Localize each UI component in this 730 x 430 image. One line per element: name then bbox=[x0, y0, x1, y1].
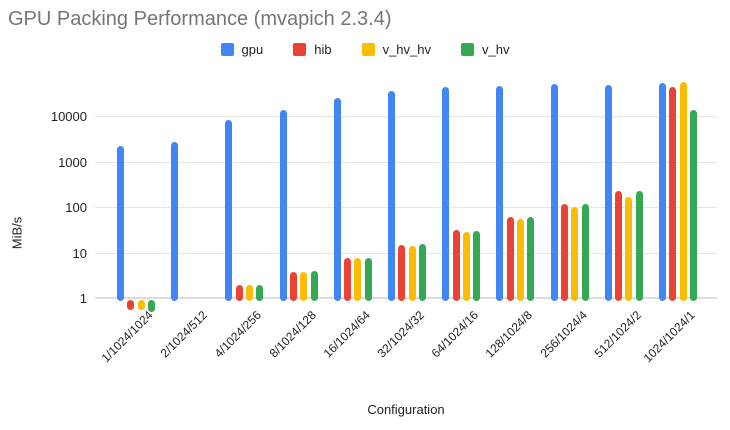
x-axis-title: Configuration bbox=[367, 402, 445, 417]
gridline bbox=[95, 252, 717, 254]
bar-v_hv-128-1024-8[interactable] bbox=[527, 217, 535, 301]
legend: gpu hib v_hv_hv v_hv bbox=[0, 42, 730, 57]
bar-v_hv-1024-1024-1[interactable] bbox=[689, 110, 697, 301]
legend-item-hib[interactable]: hib bbox=[293, 42, 332, 57]
bar-v_hv_hv-1024-1024-1[interactable] bbox=[679, 81, 687, 301]
legend-label: v_hv bbox=[482, 42, 510, 57]
legend-label: hib bbox=[314, 42, 332, 57]
gridline bbox=[95, 207, 717, 209]
legend-item-gpu[interactable]: gpu bbox=[220, 42, 264, 57]
bar-v_hv-512-1024-2[interactable] bbox=[635, 191, 643, 301]
gridline bbox=[95, 116, 717, 118]
bar-hib-256-1024-4[interactable] bbox=[560, 203, 568, 301]
bar-gpu-512-1024-2[interactable] bbox=[604, 85, 612, 301]
bar-hib-1024-1024-1[interactable] bbox=[669, 86, 677, 301]
y-tick-label: 100 bbox=[65, 200, 87, 216]
y-tick-label: 1000 bbox=[58, 154, 87, 170]
bar-gpu-128-1024-8[interactable] bbox=[496, 85, 504, 301]
bar-gpu-1-1024-1024[interactable] bbox=[117, 146, 125, 301]
bar-hib-1-1024-1024[interactable] bbox=[127, 300, 135, 311]
bar-v_hv_hv-128-1024-8[interactable] bbox=[517, 218, 525, 301]
bar-v_hv-8-1024-128[interactable] bbox=[310, 271, 318, 301]
bar-v_hv-4-1024-256[interactable] bbox=[256, 284, 264, 301]
legend-swatch-v_hv_hv bbox=[361, 43, 375, 56]
bar-hib-16-1024-64[interactable] bbox=[344, 257, 352, 301]
bar-v_hv_hv-32-1024-32[interactable] bbox=[408, 245, 416, 301]
bar-v_hv_hv-512-1024-2[interactable] bbox=[625, 196, 633, 301]
bar-v_hv_hv-64-1024-16[interactable] bbox=[462, 232, 470, 301]
x-tick-label: 8/1024/128 bbox=[266, 308, 319, 361]
x-tick-label: 1024/1024/1 bbox=[640, 308, 698, 366]
bar-hib-128-1024-8[interactable] bbox=[506, 217, 514, 301]
bar-hib-8-1024-128[interactable] bbox=[289, 271, 297, 301]
x-tick-label: 2/1024/512 bbox=[157, 308, 211, 361]
x-tick-label: 64/1024/16 bbox=[428, 308, 482, 361]
y-axis-title: MiB/s bbox=[9, 216, 25, 250]
bar-gpu-16-1024-64[interactable] bbox=[333, 98, 341, 301]
bar-v_hv-64-1024-16[interactable] bbox=[473, 230, 481, 301]
y-tick-label: 10000 bbox=[50, 109, 87, 125]
bar-gpu-4-1024-256[interactable] bbox=[225, 119, 233, 301]
bar-v_hv-32-1024-32[interactable] bbox=[418, 243, 426, 301]
bar-gpu-256-1024-4[interactable] bbox=[550, 84, 558, 301]
chart-title: GPU Packing Performance (mvapich 2.3.4) bbox=[8, 8, 392, 30]
bar-hib-4-1024-256[interactable] bbox=[235, 285, 243, 301]
bar-gpu-32-1024-32[interactable] bbox=[388, 91, 396, 301]
bar-v_hv_hv-1-1024-1024[interactable] bbox=[137, 300, 145, 311]
legend-item-v_hv_hv[interactable]: v_hv_hv bbox=[361, 42, 431, 57]
legend-swatch-v_hv bbox=[461, 43, 474, 56]
y-tick-label: 10 bbox=[72, 245, 87, 261]
bar-gpu-2-1024-512[interactable] bbox=[171, 142, 179, 301]
x-tick-label: 16/1024/64 bbox=[320, 308, 373, 361]
x-tick-label: 1/1024/1024 bbox=[98, 308, 156, 366]
x-tick-label: 32/1024/32 bbox=[374, 308, 427, 361]
legend-swatch-gpu bbox=[220, 43, 234, 56]
bar-gpu-1024-1024-1[interactable] bbox=[659, 82, 667, 301]
bar-v_hv_hv-256-1024-4[interactable] bbox=[571, 207, 579, 301]
bar-v_hv-1-1024-1024[interactable] bbox=[147, 300, 155, 312]
bar-gpu-8-1024-128[interactable] bbox=[279, 110, 287, 301]
x-tick-label: 512/1024/2 bbox=[591, 308, 644, 361]
bar-v_hv_hv-8-1024-128[interactable] bbox=[300, 271, 308, 301]
bar-v_hv_hv-4-1024-256[interactable] bbox=[246, 285, 254, 301]
bar-hib-64-1024-16[interactable] bbox=[452, 230, 460, 301]
bar-gpu-64-1024-16[interactable] bbox=[442, 86, 450, 301]
x-tick-label: 256/1024/4 bbox=[537, 308, 590, 361]
x-tick-label: 128/1024/8 bbox=[482, 308, 536, 361]
bar-v_hv-256-1024-4[interactable] bbox=[581, 203, 589, 301]
legend-item-v_hv[interactable]: v_hv bbox=[461, 42, 509, 57]
bar-hib-32-1024-32[interactable] bbox=[398, 244, 406, 301]
bar-v_hv-16-1024-64[interactable] bbox=[364, 257, 372, 301]
bar-hib-512-1024-2[interactable] bbox=[615, 190, 623, 301]
legend-swatch-hib bbox=[293, 43, 307, 56]
gridline bbox=[95, 161, 717, 163]
bar-v_hv_hv-16-1024-64[interactable] bbox=[354, 258, 362, 301]
x-axis-line bbox=[95, 297, 717, 299]
x-tick-label: 4/1024/256 bbox=[211, 308, 265, 361]
y-tick-label: 1 bbox=[79, 291, 87, 306]
legend-label: v_hv_hv bbox=[382, 42, 431, 57]
legend-label: gpu bbox=[241, 42, 264, 57]
